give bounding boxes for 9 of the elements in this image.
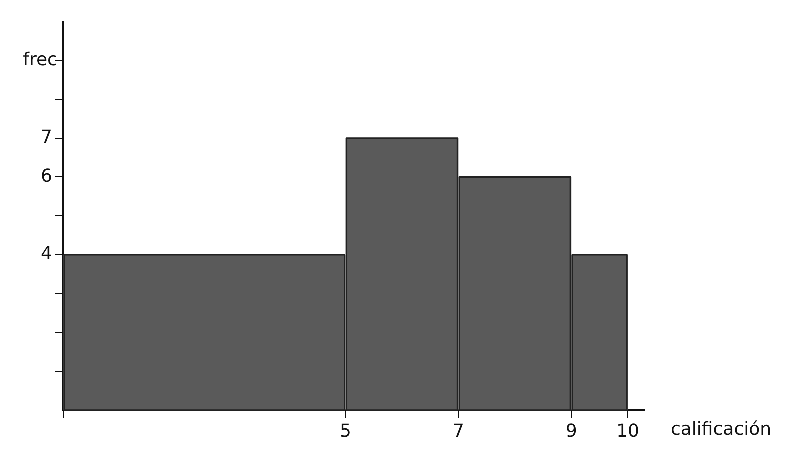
x-axis-title: calificación bbox=[671, 419, 772, 440]
x-tick-label: 7 bbox=[452, 420, 464, 442]
x-tick-label: 9 bbox=[566, 420, 578, 442]
y-axis-title: frec bbox=[23, 49, 58, 70]
y-tick-label: 6 bbox=[41, 166, 52, 187]
x-tick-label: 5 bbox=[340, 420, 352, 442]
y-tick-label: 7 bbox=[41, 127, 52, 148]
x-tick-label: 10 bbox=[616, 420, 640, 442]
y-tick-label: 4 bbox=[41, 244, 52, 265]
